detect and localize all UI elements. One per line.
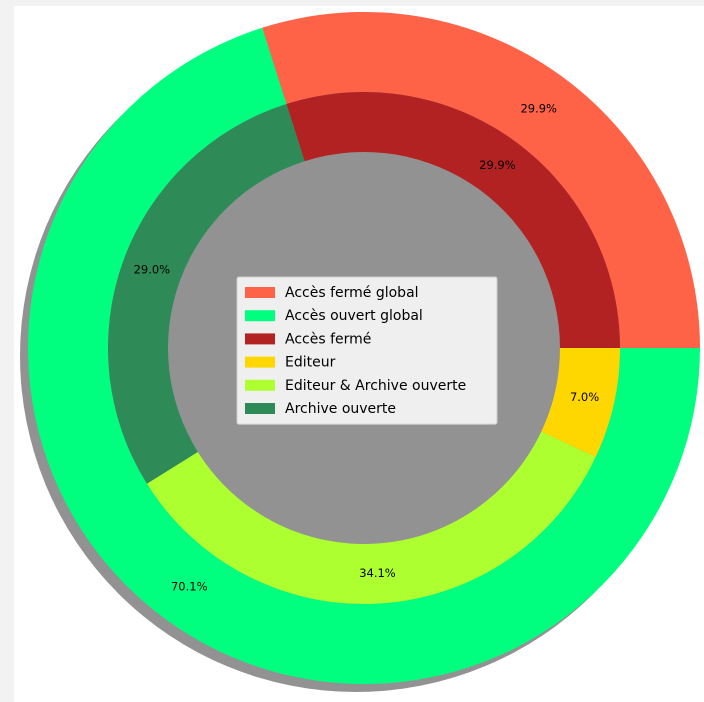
legend: Accès fermé global Accès ouvert global Acc… [236, 276, 498, 425]
legend-label-editeur: Editeur [285, 355, 336, 371]
slice-inner-archive-ouverte [107, 104, 305, 484]
slice-label-outer-acces-ferme-global: 29.9% [520, 102, 557, 116]
legend-label-acces-ferme-global: Accès fermé global [285, 285, 419, 301]
slice-label-inner-editeur: 7.0% [570, 390, 599, 404]
legend-label-editeur-and-archive-ouverte: Editeur & Archive ouverte [285, 378, 466, 394]
slice-label-inner-archive-ouverte: 29.0% [134, 263, 171, 277]
slice-inner-editeur [541, 348, 620, 457]
slice-label-inner-acces-ferme: 29.9% [479, 158, 516, 172]
slice-inner-editeur-and-archive-ouverte [146, 431, 596, 605]
legend-swatch-acces-ferme-global [245, 287, 275, 298]
slice-labels: 29.9% 70.1% 29.9% 29.0% 34.1% 7.0% [134, 102, 600, 594]
outer-ring [27, 12, 700, 684]
legend-swatch-acces-ferme [245, 333, 275, 345]
slice-inner-acces-ferme [286, 92, 620, 348]
slice-label-inner-editeur-and-archive-ouverte: 34.1% [359, 566, 396, 580]
legend-box [236, 276, 498, 425]
legend-swatch-editeur [245, 356, 275, 368]
slice-label-outer-acces-ouvert-global: 70.1% [171, 579, 208, 593]
legend-label-acces-ouvert-global: Accès ouvert global [285, 308, 423, 324]
inner-ring [107, 92, 620, 605]
legend-swatch-editeur-and-archive-ouverte [245, 379, 275, 391]
legend-swatch-archive-ouverte [245, 403, 275, 414]
legend-label-acces-ferme: Accès fermé [285, 331, 371, 347]
legend-label-archive-ouverte: Archive ouverte [285, 401, 396, 417]
slice-outer-acces-ferme-global [262, 12, 700, 349]
legend-swatch-acces-ouvert-global [245, 310, 275, 322]
